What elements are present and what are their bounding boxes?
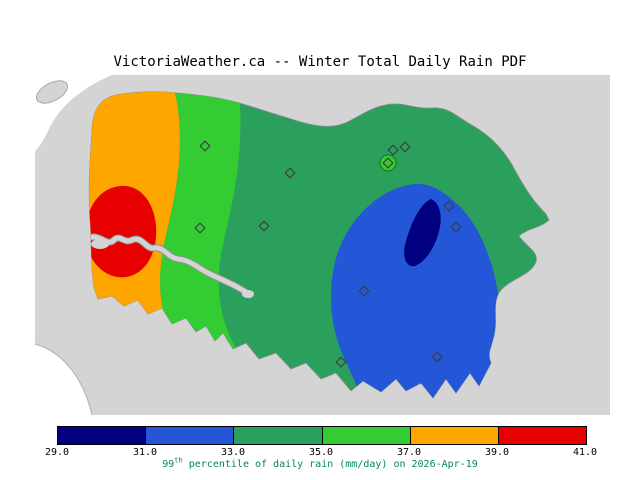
inlet-end — [242, 290, 254, 298]
station-marker — [335, 356, 347, 368]
map-boundary-bottomleft — [35, 344, 92, 415]
colorbar-segment — [322, 427, 411, 444]
station-marker — [387, 144, 399, 156]
contour-31-33-blue — [331, 184, 501, 398]
colorbar-segment — [498, 427, 587, 444]
colorbar — [57, 426, 587, 445]
caption-text: percentile of daily rain (mm/day) on 202… — [182, 459, 478, 470]
contour-35-37-green — [160, 91, 268, 392]
station-marker — [431, 351, 443, 363]
colorbar-segment — [58, 427, 147, 444]
contour-39-41-red — [89, 185, 157, 278]
colorbar-segment — [234, 427, 323, 444]
colorbar-segment — [410, 427, 499, 444]
colorbar-tick: 33.0 — [220, 447, 246, 458]
station-markers — [194, 140, 462, 368]
colorbar-tick: 35.0 — [308, 447, 334, 458]
inlet-water — [89, 234, 253, 298]
colorbar-segment — [146, 427, 235, 444]
station-marker — [199, 140, 211, 152]
contour-29-31-navy — [404, 199, 441, 267]
colorbar-tick: 41.0 — [572, 447, 598, 458]
highlighted-station-ring — [379, 154, 397, 172]
caption-number: 99 — [162, 459, 175, 470]
station-marker — [284, 167, 296, 179]
station-marker — [443, 200, 455, 212]
island-topleft — [36, 80, 68, 104]
colorbar-tick: 37.0 — [396, 447, 422, 458]
colorbar-caption: 99th percentile of daily rain (mm/day) o… — [0, 456, 640, 470]
station-marker — [194, 222, 206, 234]
coastline-bottomleft — [34, 343, 93, 416]
station-marker — [399, 141, 411, 153]
colorbar-tick: 29.0 — [44, 447, 70, 458]
colorbar-tick: 39.0 — [484, 447, 510, 458]
station-marker — [450, 221, 462, 233]
station-marker — [258, 220, 270, 232]
colorbar-tick: 31.0 — [132, 447, 158, 458]
station-marker — [358, 285, 370, 297]
page-title: VictoriaWeather.ca -- Winter Total Daily… — [113, 54, 527, 70]
caption-ordinal: th — [174, 456, 183, 465]
inlet-lagoon — [91, 239, 109, 249]
station-marker — [382, 157, 394, 169]
